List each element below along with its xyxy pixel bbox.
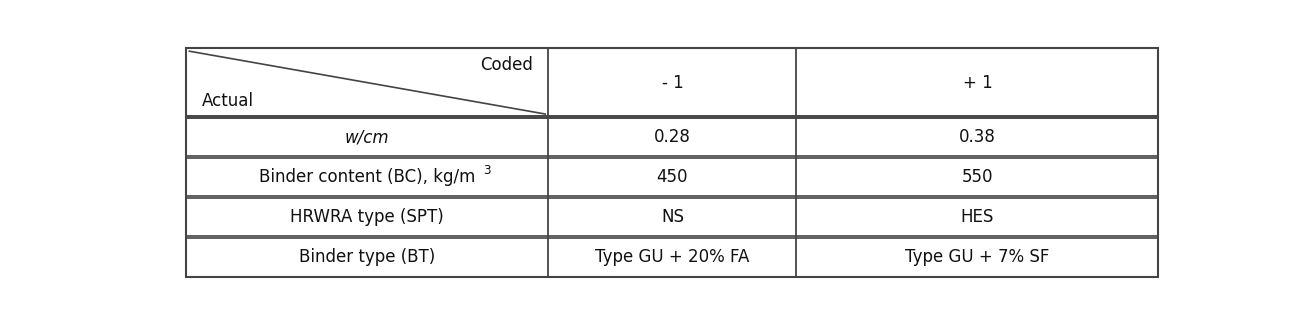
Text: 450: 450 <box>656 168 689 186</box>
Text: 3: 3 <box>484 164 491 178</box>
Text: HRWRA type (SPT): HRWRA type (SPT) <box>290 208 445 226</box>
Text: Binder type (BT): Binder type (BT) <box>299 248 436 266</box>
Text: Type GU + 7% SF: Type GU + 7% SF <box>905 248 1050 266</box>
Text: 550: 550 <box>962 168 993 186</box>
Text: - 1: - 1 <box>661 74 684 92</box>
Text: w/cm: w/cm <box>345 128 390 146</box>
Text: 0.28: 0.28 <box>653 128 691 146</box>
Text: NS: NS <box>661 208 684 226</box>
Text: HES: HES <box>960 208 994 226</box>
Text: 0.38: 0.38 <box>959 128 996 146</box>
Text: + 1: + 1 <box>963 74 992 92</box>
Text: Coded: Coded <box>480 56 533 74</box>
Text: Binder content (BC), kg/m: Binder content (BC), kg/m <box>260 168 475 186</box>
Text: Type GU + 20% FA: Type GU + 20% FA <box>596 248 749 266</box>
Text: Actual: Actual <box>202 92 253 110</box>
